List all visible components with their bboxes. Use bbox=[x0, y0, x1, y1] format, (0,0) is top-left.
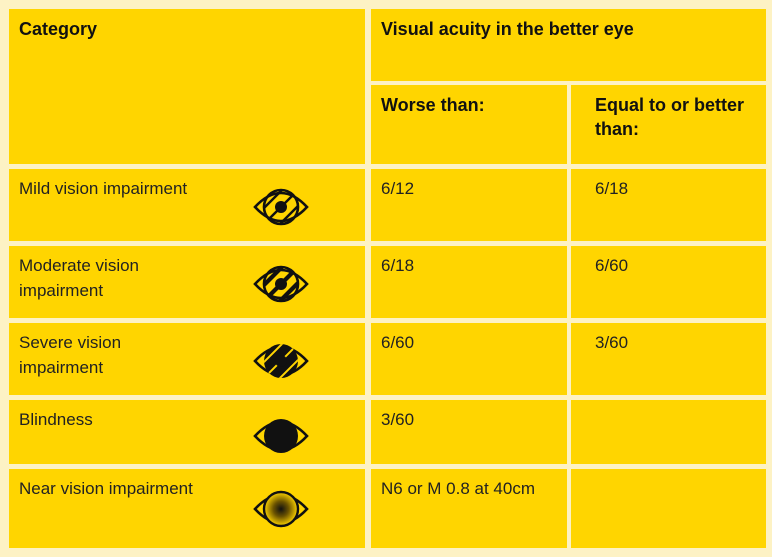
row-category-cell: Mild vision impairment bbox=[9, 169, 365, 241]
row-worse-cell: 3/60 bbox=[371, 400, 567, 464]
row-better-cell bbox=[571, 469, 766, 548]
row-better-cell: 6/18 bbox=[571, 169, 766, 241]
category-label: Moderate vision impairment bbox=[19, 256, 140, 300]
row-worse-cell: 6/18 bbox=[371, 246, 567, 318]
header-acuity-label: Visual acuity in the better eye bbox=[381, 19, 634, 39]
eye-moderate-impairment-icon bbox=[253, 265, 309, 303]
row-worse-cell: 6/12 bbox=[371, 169, 567, 241]
header-worse-label: Worse than: bbox=[381, 95, 485, 115]
row-better-cell bbox=[571, 400, 766, 464]
eye-blindness-icon bbox=[253, 419, 309, 453]
row-better-cell: 3/60 bbox=[571, 323, 766, 395]
worse-than-value: 3/60 bbox=[381, 410, 415, 429]
eye-severe-impairment-icon bbox=[253, 344, 309, 378]
header-better-label: Equal to or better than: bbox=[595, 95, 745, 139]
header-category-label: Category bbox=[19, 19, 98, 39]
header-better-cell: Equal to or better than: bbox=[571, 85, 766, 164]
category-label: Near vision impairment bbox=[19, 479, 193, 498]
row-category-cell: Severe vision impairment bbox=[9, 323, 365, 395]
header-acuity-cell: Visual acuity in the better eye bbox=[371, 9, 766, 81]
row-category-cell: Near vision impairment bbox=[9, 469, 365, 548]
worse-than-value: 6/12 bbox=[381, 179, 415, 198]
row-worse-cell: N6 or M 0.8 at 40cm bbox=[371, 469, 567, 548]
category-label: Blindness bbox=[19, 410, 93, 429]
row-category-cell: Blindness bbox=[9, 400, 365, 464]
worse-than-value: 6/60 bbox=[381, 333, 415, 352]
row-category-cell: Moderate vision impairment bbox=[9, 246, 365, 318]
row-better-cell: 6/60 bbox=[571, 246, 766, 318]
category-label: Mild vision impairment bbox=[19, 179, 188, 198]
worse-than-value: 6/18 bbox=[381, 256, 415, 275]
category-label: Severe vision impairment bbox=[19, 333, 122, 377]
equal-or-better-value: 6/18 bbox=[595, 179, 629, 198]
row-worse-cell: 6/60 bbox=[371, 323, 567, 395]
header-worse-cell: Worse than: bbox=[371, 85, 567, 164]
acuity-table: Category Visual acuity in the better eye… bbox=[9, 9, 766, 548]
eye-mild-impairment-icon bbox=[253, 188, 309, 226]
equal-or-better-value: 3/60 bbox=[595, 333, 629, 352]
equal-or-better-value: 6/60 bbox=[595, 256, 629, 275]
header-category-cell: Category bbox=[9, 9, 365, 164]
worse-than-value: N6 or M 0.8 at 40cm bbox=[381, 479, 536, 498]
eye-near-vision-icon bbox=[253, 490, 309, 528]
